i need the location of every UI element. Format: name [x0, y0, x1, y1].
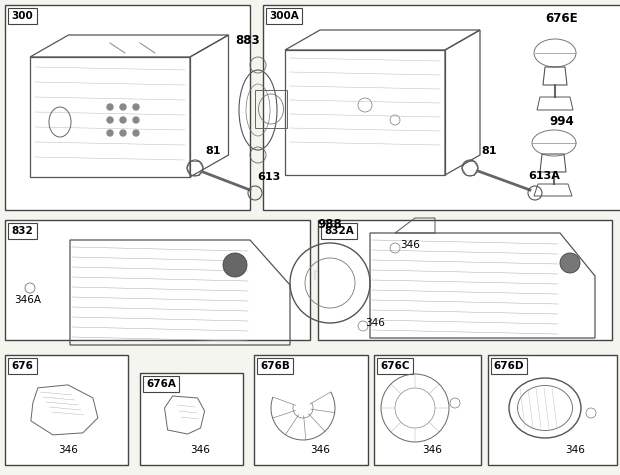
Text: 300A: 300A	[269, 11, 299, 21]
Text: 676: 676	[12, 361, 33, 371]
Bar	[8, 358, 37, 374]
Text: 346: 346	[565, 445, 585, 455]
Bar	[491, 358, 527, 374]
Bar	[266, 8, 302, 24]
Text: 346: 346	[422, 445, 442, 455]
Circle shape	[120, 117, 126, 123]
Text: 676A: 676A	[146, 379, 176, 389]
Bar	[488, 355, 617, 465]
Text: 81: 81	[481, 146, 497, 156]
Bar	[8, 8, 37, 24]
Text: 832A: 832A	[324, 226, 354, 236]
Bar	[321, 223, 357, 239]
Circle shape	[133, 130, 139, 136]
Text: 346: 346	[58, 445, 78, 455]
Bar	[377, 358, 413, 374]
Bar	[8, 223, 37, 239]
Text: 613A: 613A	[528, 171, 560, 181]
Circle shape	[560, 253, 580, 273]
Circle shape	[107, 104, 113, 110]
Circle shape	[133, 117, 139, 123]
Bar	[374, 355, 481, 465]
Circle shape	[107, 130, 113, 136]
Circle shape	[107, 117, 113, 123]
Text: 300: 300	[12, 11, 33, 21]
Text: 676B: 676B	[260, 361, 290, 371]
Text: 832: 832	[12, 226, 33, 236]
Text: 883: 883	[236, 34, 260, 47]
Bar	[257, 358, 293, 374]
Text: 613: 613	[257, 172, 280, 182]
Text: 676D: 676D	[494, 361, 525, 371]
Circle shape	[223, 253, 247, 277]
Text: eReplacementParts.com: eReplacementParts.com	[200, 266, 420, 284]
Bar	[255, 90, 287, 128]
Text: 346: 346	[310, 445, 330, 455]
Bar	[263, 5, 620, 210]
Bar	[5, 5, 250, 210]
Text: 346: 346	[400, 240, 420, 250]
Text: 676E: 676E	[546, 12, 578, 25]
Text: 346: 346	[190, 445, 210, 455]
Bar	[5, 220, 310, 340]
Circle shape	[133, 104, 139, 110]
Text: 346A: 346A	[14, 295, 41, 305]
Bar	[143, 376, 179, 392]
Bar	[140, 373, 243, 465]
Bar	[318, 220, 612, 340]
Circle shape	[120, 130, 126, 136]
Text: 81: 81	[205, 146, 221, 156]
Text: 994: 994	[549, 115, 574, 128]
Bar	[5, 355, 128, 465]
Circle shape	[120, 104, 126, 110]
Text: 676C: 676C	[380, 361, 410, 371]
Text: 346: 346	[365, 318, 385, 328]
Text: 988: 988	[317, 218, 342, 231]
Bar	[254, 355, 368, 465]
